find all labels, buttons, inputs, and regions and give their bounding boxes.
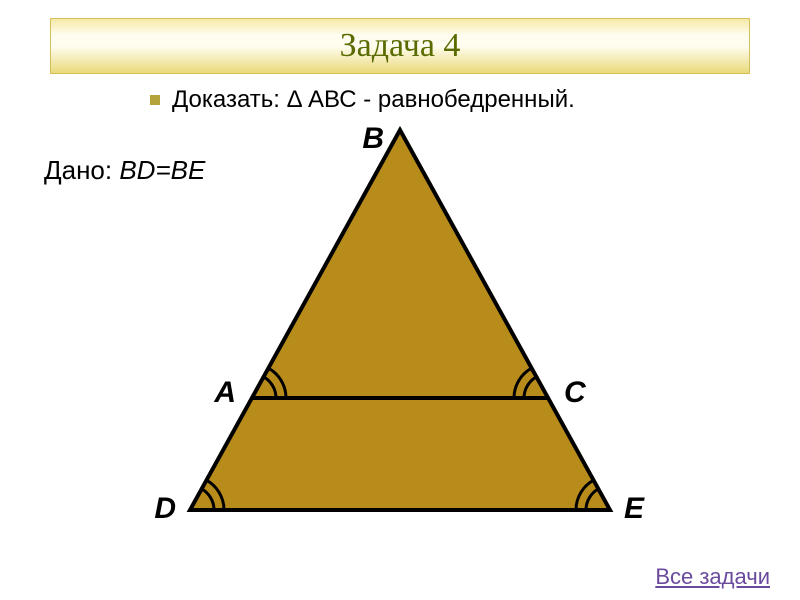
- label-e: E: [624, 492, 645, 525]
- label-d: D: [154, 492, 176, 525]
- label-b: B: [362, 122, 384, 155]
- label-c: C: [564, 376, 587, 409]
- given-label: Дано:: [44, 155, 119, 185]
- all-tasks-link[interactable]: Все задачи: [655, 564, 770, 590]
- title-bar: Задача 4: [50, 18, 750, 74]
- triangle-diagram: B A C D E: [130, 100, 670, 560]
- title-text: Задача 4: [340, 27, 461, 65]
- label-a: A: [213, 376, 236, 409]
- triangle-bde: [190, 130, 610, 510]
